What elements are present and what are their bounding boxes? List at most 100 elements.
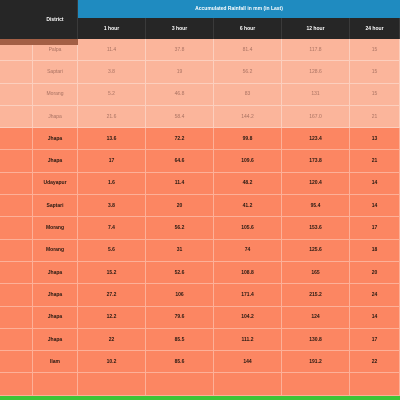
rainfall-value-cell: 58.4 <box>146 105 214 129</box>
rainfall-value-cell: 15 <box>350 61 400 84</box>
rainfall-value-cell: 10.2 <box>78 351 146 374</box>
row-lead-cell <box>0 83 33 106</box>
rainfall-value-cell: 13 <box>350 128 400 151</box>
rainfall-value-cell: 153.6 <box>282 217 350 240</box>
rainfall-value-cell: 120.4 <box>282 172 350 196</box>
row-lead-cell <box>0 284 33 307</box>
empty-cell <box>146 373 214 396</box>
rainfall-value-cell: 106 <box>146 284 214 307</box>
rainfall-value-cell: 167.0 <box>282 105 350 129</box>
empty-cell <box>33 373 78 396</box>
rainfall-value-cell: 74 <box>214 239 282 262</box>
rainfall-value-cell: 56.2 <box>214 61 282 84</box>
rainfall-value-cell: 17 <box>350 328 400 352</box>
rainfall-value-cell: 14 <box>350 172 400 196</box>
rainfall-value-cell: 21 <box>350 105 400 129</box>
row-lead-cell <box>0 195 33 218</box>
rainfall-value-cell: 37.8 <box>146 39 214 62</box>
district-cell: Jhapa <box>33 128 78 151</box>
header-corner-lower <box>0 18 33 39</box>
rainfall-value-cell: 15 <box>350 83 400 106</box>
rainfall-value-cell: 52.6 <box>146 261 214 285</box>
district-cell: Saptari <box>33 61 78 84</box>
rainfall-value-cell: 18 <box>350 239 400 262</box>
rainfall-value-cell: 15 <box>350 39 400 62</box>
rainfall-value-cell: 104.2 <box>214 306 282 329</box>
rainfall-value-cell: 11.4 <box>78 39 146 62</box>
rainfall-value-cell: 20 <box>146 195 214 218</box>
rainfall-value-cell: 108.8 <box>214 261 282 285</box>
rainfall-value-cell: 85.6 <box>146 351 214 374</box>
rainfall-value-cell: 27.2 <box>78 284 146 307</box>
rainfall-value-cell: 117.8 <box>282 39 350 62</box>
district-cell: Jhapa <box>33 150 78 173</box>
district-cell: Udayapur <box>33 172 78 196</box>
rainfall-value-cell: 21 <box>350 150 400 173</box>
rainfall-value-cell: 17 <box>78 150 146 173</box>
row-lead-cell <box>0 239 33 262</box>
rainfall-value-cell: 173.8 <box>282 150 350 173</box>
accumulated-rainfall-header: Accumulated Rainfall in mm (in Last) <box>78 0 400 18</box>
district-cell: Ilam <box>33 351 78 374</box>
rainfall-value-cell: 144 <box>214 351 282 374</box>
rainfall-value-cell: 215.2 <box>282 284 350 307</box>
rainfall-value-cell: 3.8 <box>78 61 146 84</box>
rainfall-value-cell: 144.2 <box>214 105 282 129</box>
rainfall-value-cell: 17 <box>350 217 400 240</box>
rainfall-value-cell: 105.6 <box>214 217 282 240</box>
rainfall-value-cell: 14 <box>350 195 400 218</box>
rainfall-value-cell: 124 <box>282 306 350 329</box>
district-cell: Jhapa <box>33 105 78 129</box>
row-lead-cell <box>0 172 33 196</box>
rainfall-value-cell: 131 <box>282 83 350 106</box>
rainfall-value-cell: 48.2 <box>214 172 282 196</box>
rainfall-value-cell: 7.4 <box>78 217 146 240</box>
row-highlight-strip <box>0 39 78 45</box>
rainfall-value-cell: 85.5 <box>146 328 214 352</box>
col-header-6-hour: 6 hour <box>214 18 282 39</box>
rainfall-value-cell: 171.4 <box>214 284 282 307</box>
col-header-3-hour: 3 hour <box>146 18 214 39</box>
rainfall-value-cell: 79.6 <box>146 306 214 329</box>
district-cell: Saptari <box>33 195 78 218</box>
district-cell: Morang <box>33 217 78 240</box>
district-cell: Morang <box>33 239 78 262</box>
col-header-24-hour: 24 hour <box>350 18 400 39</box>
row-lead-cell <box>0 328 33 352</box>
row-lead-cell <box>0 261 33 285</box>
row-lead-cell <box>0 105 33 129</box>
rainfall-value-cell: 5.2 <box>78 83 146 106</box>
header-corner <box>0 0 33 18</box>
rainfall-value-cell: 111.2 <box>214 328 282 352</box>
row-lead-cell <box>0 351 33 374</box>
rainfall-value-cell: 109.6 <box>214 150 282 173</box>
rainfall-value-cell: 83 <box>214 83 282 106</box>
rainfall-value-cell: 22 <box>78 328 146 352</box>
rainfall-value-cell: 14 <box>350 306 400 329</box>
row-lead-cell <box>0 306 33 329</box>
rainfall-value-cell: 130.8 <box>282 328 350 352</box>
rainfall-value-cell: 22 <box>350 351 400 374</box>
empty-cell <box>214 373 282 396</box>
rainfall-value-cell: 21.6 <box>78 105 146 129</box>
row-lead-cell <box>0 217 33 240</box>
rainfall-value-cell: 13.6 <box>78 128 146 151</box>
rainfall-value-cell: 12.2 <box>78 306 146 329</box>
rainfall-value-cell: 1.6 <box>78 172 146 196</box>
rainfall-value-cell: 95.4 <box>282 195 350 218</box>
rainfall-value-cell: 3.8 <box>78 195 146 218</box>
rainfall-value-cell: 41.2 <box>214 195 282 218</box>
rainfall-value-cell: 81.4 <box>214 39 282 62</box>
rainfall-value-cell: 20 <box>350 261 400 285</box>
rainfall-value-cell: 99.8 <box>214 128 282 151</box>
rainfall-value-cell: 64.6 <box>146 150 214 173</box>
rainfall-value-cell: 165 <box>282 261 350 285</box>
district-cell: Jhapa <box>33 284 78 307</box>
district-cell: Morang <box>33 83 78 106</box>
rainfall-value-cell: 191.2 <box>282 351 350 374</box>
rainfall-value-cell: 72.2 <box>146 128 214 151</box>
rainfall-value-cell: 123.4 <box>282 128 350 151</box>
row-lead-cell <box>0 61 33 84</box>
empty-cell <box>282 373 350 396</box>
